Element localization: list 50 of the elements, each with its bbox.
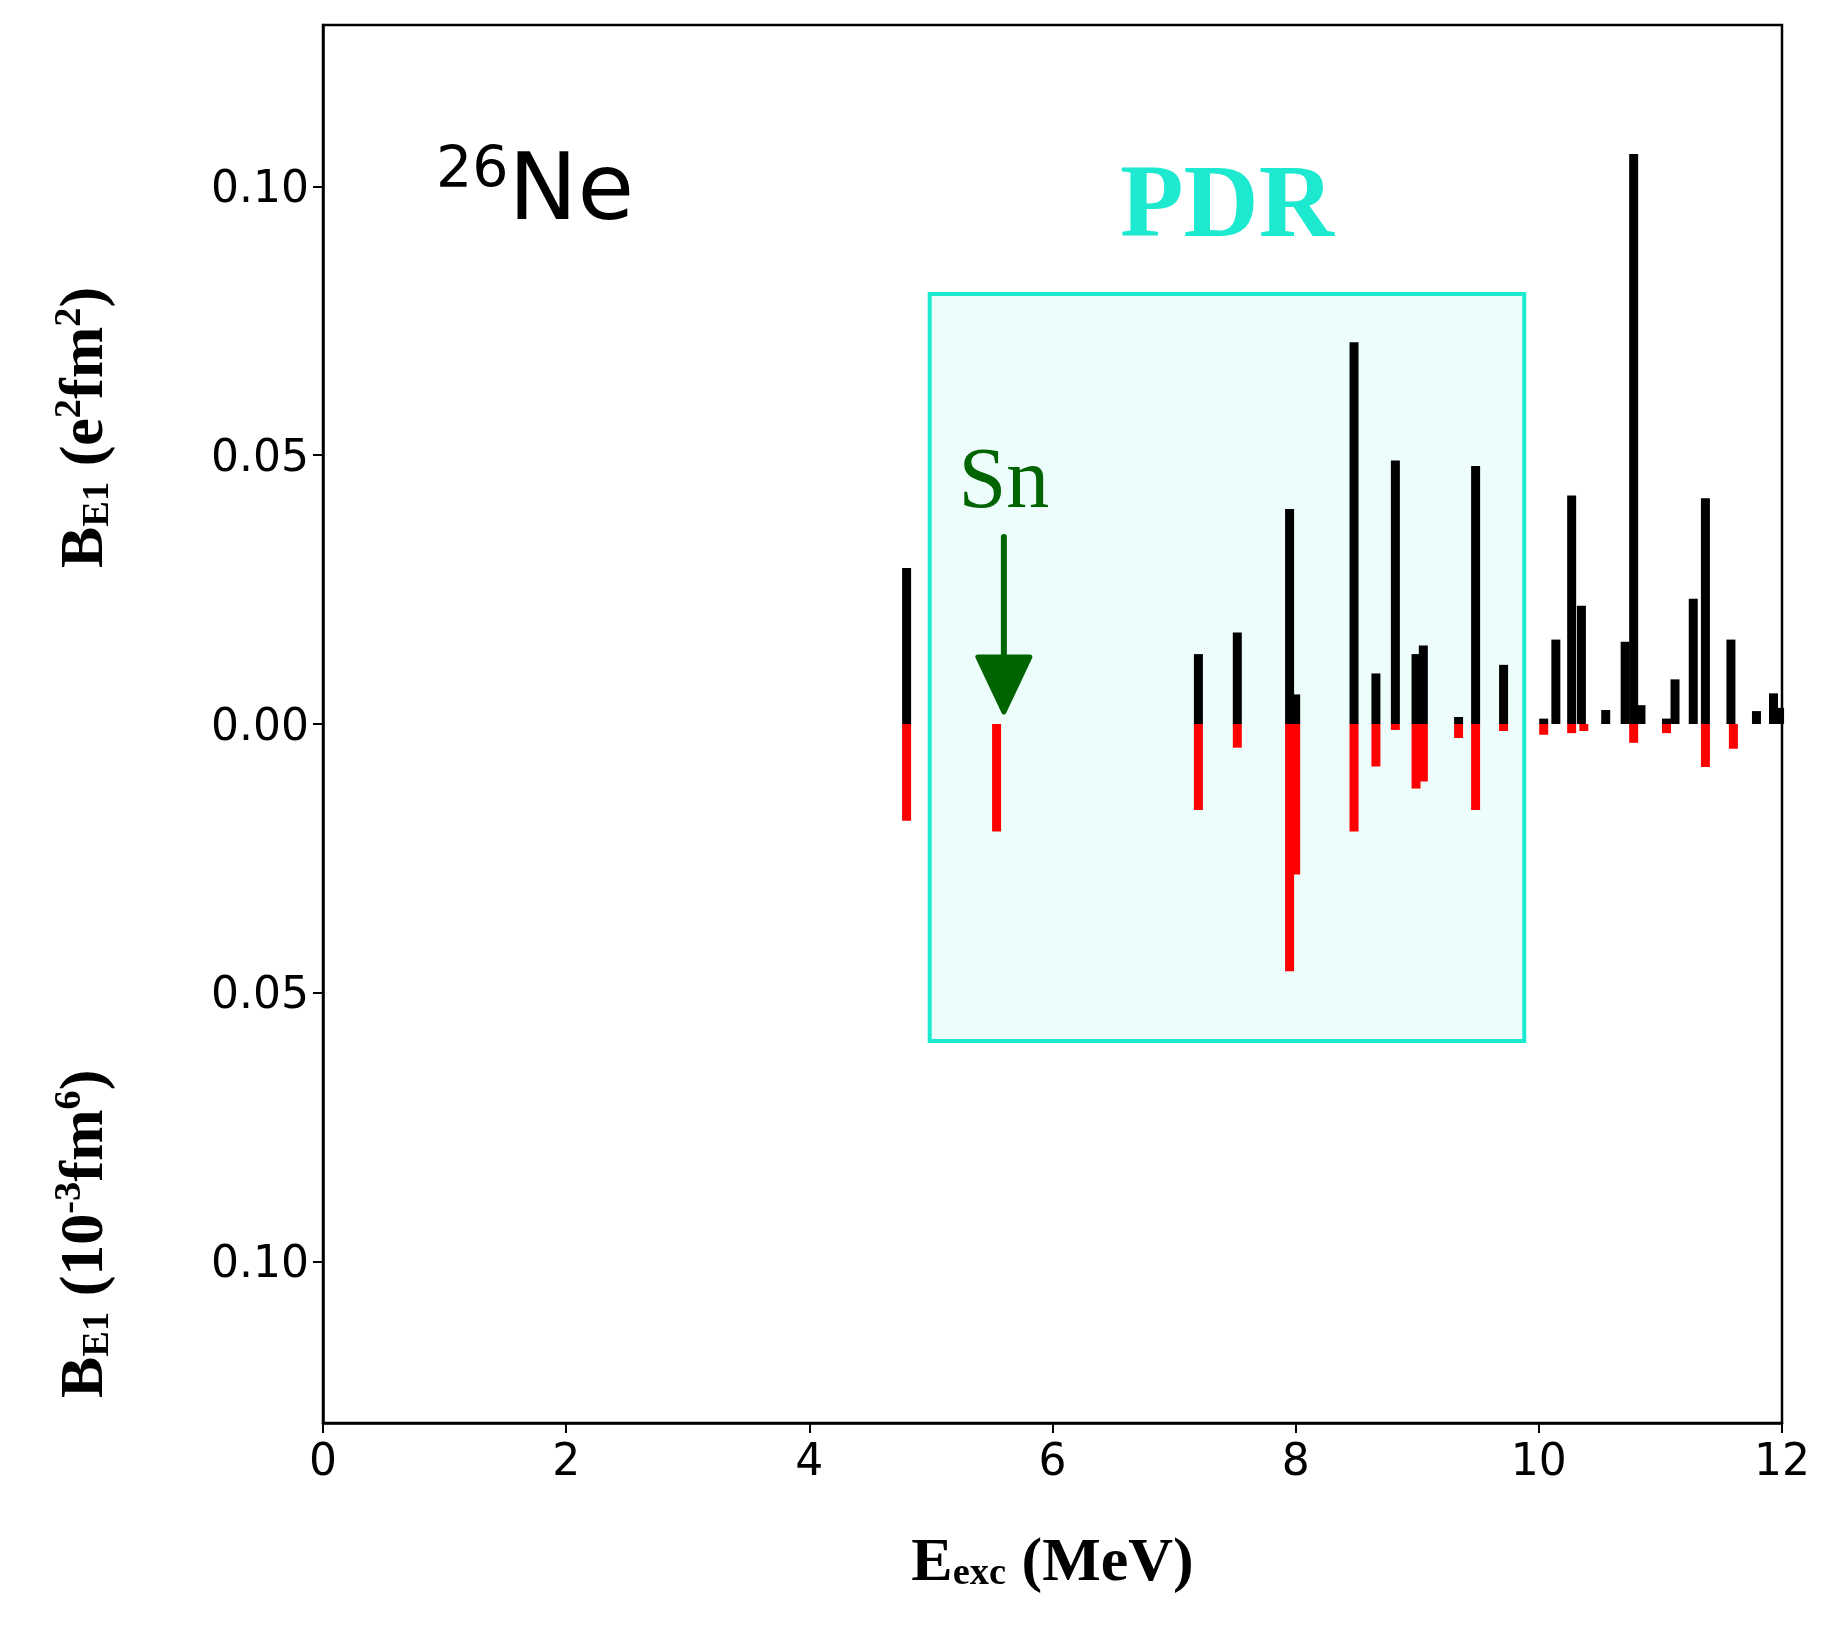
band-label: PDR <box>1120 142 1336 258</box>
y-tick-label: 0.05 <box>211 967 309 1019</box>
bar <box>1349 724 1359 832</box>
bar <box>1193 654 1203 724</box>
bar <box>1579 724 1589 731</box>
bar <box>1471 465 1481 724</box>
bar <box>1728 724 1738 749</box>
y-tick-label: 0.05 <box>211 429 309 481</box>
bar <box>902 724 912 821</box>
bar <box>1390 460 1400 724</box>
bar <box>1390 724 1400 730</box>
bar <box>1662 724 1671 734</box>
bar <box>1193 724 1203 811</box>
text: BE1 (10-3fm6) <box>46 1069 116 1398</box>
y-tick-label: 0.00 <box>211 698 309 750</box>
bar <box>1629 724 1639 743</box>
annotation: Sn <box>958 430 1050 526</box>
bar <box>1551 639 1561 724</box>
bar <box>1539 724 1549 735</box>
x-tick-label: 6 <box>1038 1433 1067 1485</box>
bar <box>1539 718 1549 724</box>
bar <box>1232 632 1242 724</box>
bar <box>902 568 912 724</box>
bar <box>992 724 1002 832</box>
bar <box>1700 498 1710 724</box>
bar <box>1499 664 1509 724</box>
x-tick-label: 8 <box>1281 1433 1310 1485</box>
y-tick-label: 0.10 <box>211 160 309 212</box>
x-tick-label: 2 <box>552 1433 581 1485</box>
bar <box>1232 724 1242 748</box>
bar <box>1454 724 1464 738</box>
x-axis-title: Eexc (MeV) <box>911 1525 1194 1594</box>
bar <box>1499 724 1509 731</box>
bar <box>1688 598 1698 724</box>
bar <box>1349 342 1359 724</box>
bar <box>1751 711 1761 724</box>
x-tick-label: 0 <box>309 1433 337 1485</box>
x-tick-label: 4 <box>795 1433 824 1485</box>
bar <box>1726 639 1736 724</box>
bar <box>1567 724 1577 734</box>
y-tick-label: 0.10 <box>211 1236 309 1288</box>
bar <box>1371 724 1381 767</box>
x-tick-label: 10 <box>1510 1433 1567 1485</box>
bar <box>1471 724 1481 811</box>
x-tick-label: 12 <box>1754 1433 1810 1485</box>
y-axis-title: BE1 (e2fm2) <box>46 286 116 568</box>
bar <box>1700 724 1710 768</box>
bar <box>1601 710 1611 724</box>
bar <box>1371 673 1381 724</box>
bar <box>1454 717 1464 724</box>
